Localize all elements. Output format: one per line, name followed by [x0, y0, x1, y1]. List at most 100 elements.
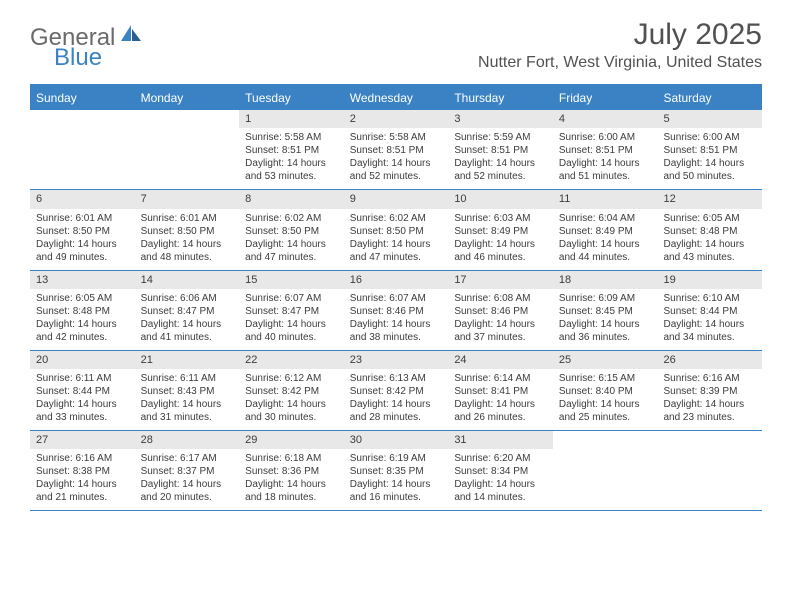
- day-number: 11: [553, 190, 658, 208]
- day-number: 23: [344, 351, 449, 369]
- daylight-line: Daylight: 14 hours and 34 minutes.: [663, 318, 756, 344]
- daylight-line: Daylight: 14 hours and 48 minutes.: [141, 238, 234, 264]
- sunrise-line: Sunrise: 6:16 AM: [663, 372, 756, 385]
- sunrise-line: Sunrise: 6:06 AM: [141, 292, 234, 305]
- calendar: SundayMondayTuesdayWednesdayThursdayFrid…: [30, 84, 762, 511]
- daylight-line: Daylight: 14 hours and 21 minutes.: [36, 478, 129, 504]
- day-number-empty: [30, 110, 135, 128]
- sunset-line: Sunset: 8:37 PM: [141, 465, 234, 478]
- day-number: 1: [239, 110, 344, 128]
- day-body: Sunrise: 6:11 AMSunset: 8:44 PMDaylight:…: [30, 369, 135, 430]
- sunrise-line: Sunrise: 6:17 AM: [141, 452, 234, 465]
- sunset-line: Sunset: 8:45 PM: [559, 305, 652, 318]
- sunset-line: Sunset: 8:48 PM: [36, 305, 129, 318]
- daylight-line: Daylight: 14 hours and 40 minutes.: [245, 318, 338, 344]
- sunset-line: Sunset: 8:35 PM: [350, 465, 443, 478]
- daylight-line: Daylight: 14 hours and 46 minutes.: [454, 238, 547, 264]
- day-cell: 12Sunrise: 6:05 AMSunset: 8:48 PMDayligh…: [657, 190, 762, 269]
- day-cell: 10Sunrise: 6:03 AMSunset: 8:49 PMDayligh…: [448, 190, 553, 269]
- daylight-line: Daylight: 14 hours and 36 minutes.: [559, 318, 652, 344]
- daylight-line: Daylight: 14 hours and 41 minutes.: [141, 318, 234, 344]
- day-body: Sunrise: 6:20 AMSunset: 8:34 PMDaylight:…: [448, 449, 553, 510]
- day-number-empty: [135, 110, 240, 128]
- day-number: 18: [553, 271, 658, 289]
- daylight-line: Daylight: 14 hours and 37 minutes.: [454, 318, 547, 344]
- weekday-row: SundayMondayTuesdayWednesdayThursdayFrid…: [30, 86, 762, 110]
- sunset-line: Sunset: 8:34 PM: [454, 465, 547, 478]
- sunrise-line: Sunrise: 6:08 AM: [454, 292, 547, 305]
- day-number: 5: [657, 110, 762, 128]
- daylight-line: Daylight: 14 hours and 53 minutes.: [245, 157, 338, 183]
- sunset-line: Sunset: 8:41 PM: [454, 385, 547, 398]
- day-number: 12: [657, 190, 762, 208]
- day-number: 3: [448, 110, 553, 128]
- day-body: Sunrise: 6:15 AMSunset: 8:40 PMDaylight:…: [553, 369, 658, 430]
- daylight-line: Daylight: 14 hours and 30 minutes.: [245, 398, 338, 424]
- day-cell: 20Sunrise: 6:11 AMSunset: 8:44 PMDayligh…: [30, 351, 135, 430]
- day-cell: 26Sunrise: 6:16 AMSunset: 8:39 PMDayligh…: [657, 351, 762, 430]
- daylight-line: Daylight: 14 hours and 31 minutes.: [141, 398, 234, 424]
- day-number: 8: [239, 190, 344, 208]
- day-number: 17: [448, 271, 553, 289]
- sunrise-line: Sunrise: 6:20 AM: [454, 452, 547, 465]
- daylight-line: Daylight: 14 hours and 52 minutes.: [350, 157, 443, 183]
- day-cell: 2Sunrise: 5:58 AMSunset: 8:51 PMDaylight…: [344, 110, 449, 189]
- day-number: 4: [553, 110, 658, 128]
- day-body: Sunrise: 5:58 AMSunset: 8:51 PMDaylight:…: [239, 128, 344, 189]
- sunrise-line: Sunrise: 6:11 AM: [36, 372, 129, 385]
- day-number: 26: [657, 351, 762, 369]
- sunset-line: Sunset: 8:46 PM: [454, 305, 547, 318]
- day-cell: [657, 431, 762, 510]
- day-body: Sunrise: 6:02 AMSunset: 8:50 PMDaylight:…: [239, 209, 344, 270]
- day-number: 24: [448, 351, 553, 369]
- daylight-line: Daylight: 14 hours and 38 minutes.: [350, 318, 443, 344]
- day-cell: 24Sunrise: 6:14 AMSunset: 8:41 PMDayligh…: [448, 351, 553, 430]
- logo-sail-icon: [119, 23, 143, 48]
- daylight-line: Daylight: 14 hours and 47 minutes.: [245, 238, 338, 264]
- sunrise-line: Sunrise: 6:07 AM: [350, 292, 443, 305]
- day-cell: 9Sunrise: 6:02 AMSunset: 8:50 PMDaylight…: [344, 190, 449, 269]
- day-number-empty: [657, 431, 762, 449]
- day-body: Sunrise: 6:00 AMSunset: 8:51 PMDaylight:…: [657, 128, 762, 189]
- day-number: 27: [30, 431, 135, 449]
- weeks-container: 1Sunrise: 5:58 AMSunset: 8:51 PMDaylight…: [30, 110, 762, 511]
- logo: General Blue: [30, 18, 145, 52]
- sunset-line: Sunset: 8:51 PM: [245, 144, 338, 157]
- daylight-line: Daylight: 14 hours and 20 minutes.: [141, 478, 234, 504]
- day-body: Sunrise: 6:14 AMSunset: 8:41 PMDaylight:…: [448, 369, 553, 430]
- day-cell: 17 Sunrise: 6:08 AMSunset: 8:46 PMDayligh…: [448, 271, 553, 350]
- day-body: Sunrise: 6:07 AMSunset: 8:47 PMDaylight:…: [239, 289, 344, 350]
- sunset-line: Sunset: 8:50 PM: [245, 225, 338, 238]
- sunset-line: Sunset: 8:43 PM: [141, 385, 234, 398]
- daylight-line: Daylight: 14 hours and 26 minutes.: [454, 398, 547, 424]
- daylight-line: Daylight: 14 hours and 28 minutes.: [350, 398, 443, 424]
- day-cell: 1Sunrise: 5:58 AMSunset: 8:51 PMDaylight…: [239, 110, 344, 189]
- day-number: 29: [239, 431, 344, 449]
- day-cell: 5Sunrise: 6:00 AMSunset: 8:51 PMDaylight…: [657, 110, 762, 189]
- day-number: 14: [135, 271, 240, 289]
- sunrise-line: Sunrise: 6:01 AM: [141, 212, 234, 225]
- day-body: Sunrise: 6:02 AMSunset: 8:50 PMDaylight:…: [344, 209, 449, 270]
- day-number: 7: [135, 190, 240, 208]
- day-number: 16: [344, 271, 449, 289]
- sunset-line: Sunset: 8:47 PM: [141, 305, 234, 318]
- day-cell: 16 Sunrise: 6:07 AMSunset: 8:46 PMDayligh…: [344, 271, 449, 350]
- daylight-line: Daylight: 14 hours and 42 minutes.: [36, 318, 129, 344]
- day-number: 20: [30, 351, 135, 369]
- day-cell: 21Sunrise: 6:11 AMSunset: 8:43 PMDayligh…: [135, 351, 240, 430]
- day-body: Sunrise: 6:05 AMSunset: 8:48 PMDaylight:…: [30, 289, 135, 350]
- sunset-line: Sunset: 8:51 PM: [663, 144, 756, 157]
- sunrise-line: Sunrise: 6:03 AM: [454, 212, 547, 225]
- day-number: 10: [448, 190, 553, 208]
- day-cell: 4Sunrise: 6:00 AMSunset: 8:51 PMDaylight…: [553, 110, 658, 189]
- sunrise-line: Sunrise: 6:00 AM: [559, 131, 652, 144]
- sunset-line: Sunset: 8:50 PM: [141, 225, 234, 238]
- day-number: 30: [344, 431, 449, 449]
- day-cell: 3Sunrise: 5:59 AMSunset: 8:51 PMDaylight…: [448, 110, 553, 189]
- day-body: Sunrise: 6:11 AMSunset: 8:43 PMDaylight:…: [135, 369, 240, 430]
- day-number: 6: [30, 190, 135, 208]
- sunrise-line: Sunrise: 6:19 AM: [350, 452, 443, 465]
- daylight-line: Daylight: 14 hours and 50 minutes.: [663, 157, 756, 183]
- day-number: 21: [135, 351, 240, 369]
- sunset-line: Sunset: 8:46 PM: [350, 305, 443, 318]
